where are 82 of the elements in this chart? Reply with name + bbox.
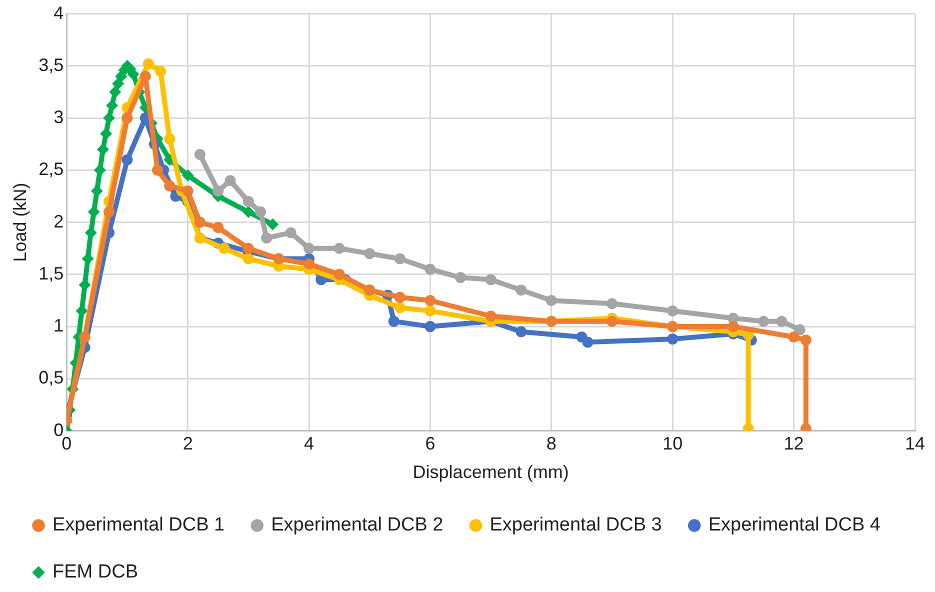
legend-label: FEM DCB [52,562,138,583]
point [122,154,133,166]
point [194,216,206,228]
point [266,218,279,230]
x-tick-label: 2 [182,434,193,454]
point [776,316,788,327]
point [261,232,272,244]
legend-label: Experimental DCB 3 [490,514,662,536]
y-axis-title: Load (kN) [10,182,30,262]
point [212,222,224,234]
point [104,206,115,218]
y-tick-label: 0,5 [38,368,64,388]
point [424,305,436,316]
point [424,264,436,275]
point [155,66,166,77]
point [800,334,812,346]
point [394,302,406,314]
legend-label: Experimental DCB 2 [271,514,444,536]
point [606,298,618,310]
point [334,268,345,280]
point [242,242,254,254]
point [794,324,806,336]
point [516,326,527,338]
x-tick-label: 8 [546,434,556,454]
y-tick-label: 3,5 [38,54,64,75]
point [485,310,496,322]
point [455,272,466,284]
point [582,336,594,348]
point [100,128,112,140]
point [285,227,296,238]
point [606,316,618,327]
point [424,294,436,306]
point [334,242,345,254]
point [140,70,151,82]
point [728,321,739,332]
y-tick-label: 4 [54,2,64,23]
y-tick-label: 3 [54,107,64,128]
point [164,133,176,144]
point [304,242,315,254]
point [242,253,254,264]
y-tick-label: 2 [54,211,64,232]
point [667,305,678,316]
legend-label: Experimental DCB 4 [708,514,881,536]
point [212,186,224,197]
point [142,58,154,70]
point [788,331,800,342]
point [304,258,315,270]
point [394,292,406,303]
point [194,149,206,160]
point [218,242,230,254]
x-axis-title: Displacement (mm) [412,462,569,482]
x-tick-label: 10 [662,434,683,454]
point [164,180,176,192]
x-tick-label: 4 [304,434,314,454]
point [182,186,194,197]
point [388,316,400,327]
y-tick-label: 1,5 [38,263,64,284]
y-tick-label: 1 [54,316,64,336]
x-tick-label: 12 [784,434,804,454]
point [182,169,194,182]
x-tick-label: 6 [425,434,436,454]
point [96,143,109,156]
x-tick-label: 14 [904,434,926,454]
point [152,164,164,176]
point [667,334,678,345]
legend-label: Experimental DCB 1 [52,514,225,536]
point [122,112,133,124]
point [485,274,496,286]
y-tick-label: 0 [54,420,64,440]
point [224,175,236,186]
y-tick-label: 2,5 [38,159,64,180]
point [112,78,124,90]
point [424,321,436,332]
point [516,284,527,296]
point [242,196,254,207]
point [546,294,557,306]
point [242,206,254,218]
point [255,206,266,218]
point [109,86,122,98]
point [394,253,406,264]
point [364,248,376,260]
point [758,316,770,327]
